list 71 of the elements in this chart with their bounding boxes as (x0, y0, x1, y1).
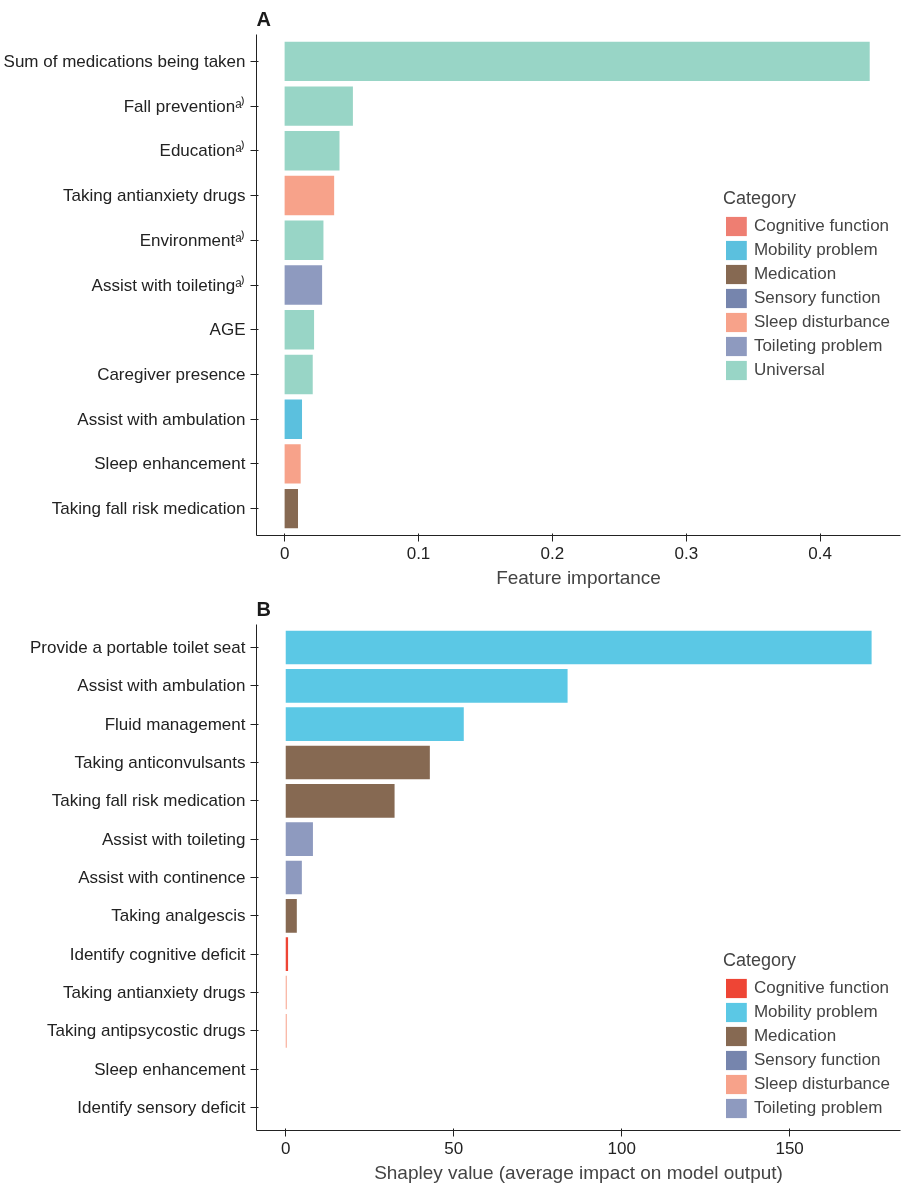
y-tick-label: Caregiver presence (97, 364, 246, 384)
bar (285, 898, 297, 933)
y-tick-label: Assist with ambulation (77, 676, 246, 696)
x-tick-label: 0.3 (674, 543, 699, 563)
bar (284, 265, 323, 305)
y-tick-label: Assist with toileting (101, 829, 246, 849)
y-tick-label: Taking antianxiety drugs (63, 186, 246, 206)
bar (284, 354, 313, 395)
legend-label: Mobility problem (753, 1001, 878, 1023)
x-tick-label: 0.2 (540, 543, 565, 563)
y-tick-label: Taking fall risk medication (51, 499, 246, 519)
bar (284, 220, 324, 260)
y-tick-label: Taking fall risk medication (51, 791, 246, 811)
bar (285, 707, 464, 742)
x-axis-title: Shapley value (average impact on model output) (374, 1161, 783, 1183)
chart-title: B (256, 597, 271, 620)
y-tick-label: Identify sensory deficit (77, 1098, 246, 1117)
x-tick-label: 50 (444, 1138, 464, 1158)
legend-label: Cognitive function (753, 977, 890, 999)
y-tick-label: Sum of medications being taken (3, 51, 246, 71)
y-tick-label: Identify cognitive deficit (69, 944, 246, 964)
bar (285, 630, 872, 665)
y-tick-label: Taking antianxiety drugs (63, 983, 246, 1002)
bar (284, 488, 299, 529)
legend-label: Universal (753, 358, 825, 381)
bar (285, 745, 430, 780)
bar (284, 86, 353, 126)
x-tick-label: 0.1 (406, 543, 431, 563)
bar (285, 860, 302, 895)
bar (284, 444, 301, 484)
y-tick-label: Environmentᵃ⁾ (139, 229, 246, 250)
legend-label: Medication (753, 262, 837, 285)
bar (285, 822, 313, 857)
bar (284, 310, 315, 350)
bar (284, 399, 303, 439)
y-tick-label: Fall preventionᵃ⁾ (123, 95, 246, 116)
y-tick-label: Fluid management (104, 714, 246, 734)
chart-title: A (256, 7, 271, 30)
y-tick-label: AGE (209, 320, 246, 340)
bar (285, 783, 395, 818)
legend-label: Sleep disturbance (753, 310, 890, 333)
bar (285, 668, 568, 703)
legend-label: Sleep disturbance (753, 1073, 890, 1095)
legend-label: Cognitive function (753, 214, 890, 237)
y-tick-label: Educationᵃ⁾ (159, 140, 246, 161)
legend-label: Mobility problem (753, 238, 878, 261)
x-tick-label: 0 (279, 543, 290, 563)
y-tick-label: Provide a portable toilet seat (30, 638, 246, 657)
bar (284, 175, 335, 216)
y-tick-label: Taking analgescis (111, 906, 246, 926)
x-tick-label: 0 (281, 1138, 291, 1158)
x-tick-label: 150 (775, 1138, 804, 1158)
legend-label: Toileting problem (753, 334, 883, 357)
y-tick-label: Taking antipsycostic drugs (47, 1021, 246, 1041)
legend-label: Toileting problem (753, 1097, 883, 1119)
y-tick-label: Sleep enhancement (94, 454, 246, 474)
y-tick-label: Assist with continence (78, 868, 246, 887)
legend-title: Category (722, 950, 797, 971)
legend-label: Sensory function (753, 1049, 881, 1071)
legend-label: Sensory function (753, 286, 881, 309)
legend-title: Category (722, 187, 797, 209)
y-tick-label: Taking anticonvulsants (74, 753, 246, 772)
bar (284, 41, 870, 82)
x-tick-label: 100 (607, 1138, 636, 1158)
y-tick-label: Assist with ambulation (77, 409, 246, 429)
x-axis-title: Feature importance (496, 566, 661, 588)
y-tick-label: Assist with toiletingᵃ⁾ (91, 274, 246, 295)
bar (284, 131, 340, 171)
y-tick-label: Sleep enhancement (94, 1059, 246, 1079)
x-tick-label: 0.4 (808, 543, 832, 563)
legend-label: Medication (753, 1025, 837, 1047)
